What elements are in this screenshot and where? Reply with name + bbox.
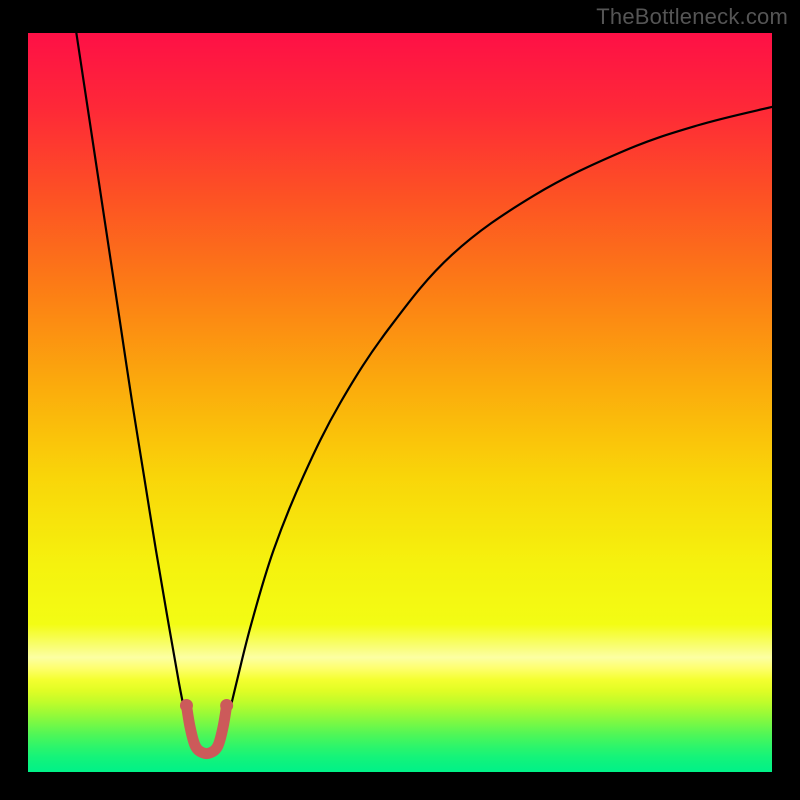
u-marker-cap [220,699,233,712]
bottleneck-chart [0,0,800,800]
plot-background [28,33,772,772]
chart-container: TheBottleneck.com [0,0,800,800]
u-marker-cap [180,699,193,712]
watermark-text: TheBottleneck.com [596,4,788,30]
